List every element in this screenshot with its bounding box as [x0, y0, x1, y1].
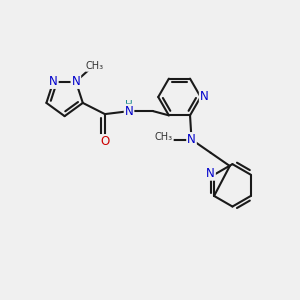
Text: N: N — [125, 105, 134, 118]
Text: CH₃: CH₃ — [155, 132, 173, 142]
Text: N: N — [71, 75, 80, 88]
Text: N: N — [187, 133, 196, 146]
Text: N: N — [206, 167, 215, 180]
Text: H: H — [125, 100, 133, 110]
Text: CH₃: CH₃ — [86, 61, 104, 71]
Text: N: N — [200, 91, 208, 103]
Text: N: N — [49, 75, 58, 88]
Text: O: O — [100, 135, 110, 148]
